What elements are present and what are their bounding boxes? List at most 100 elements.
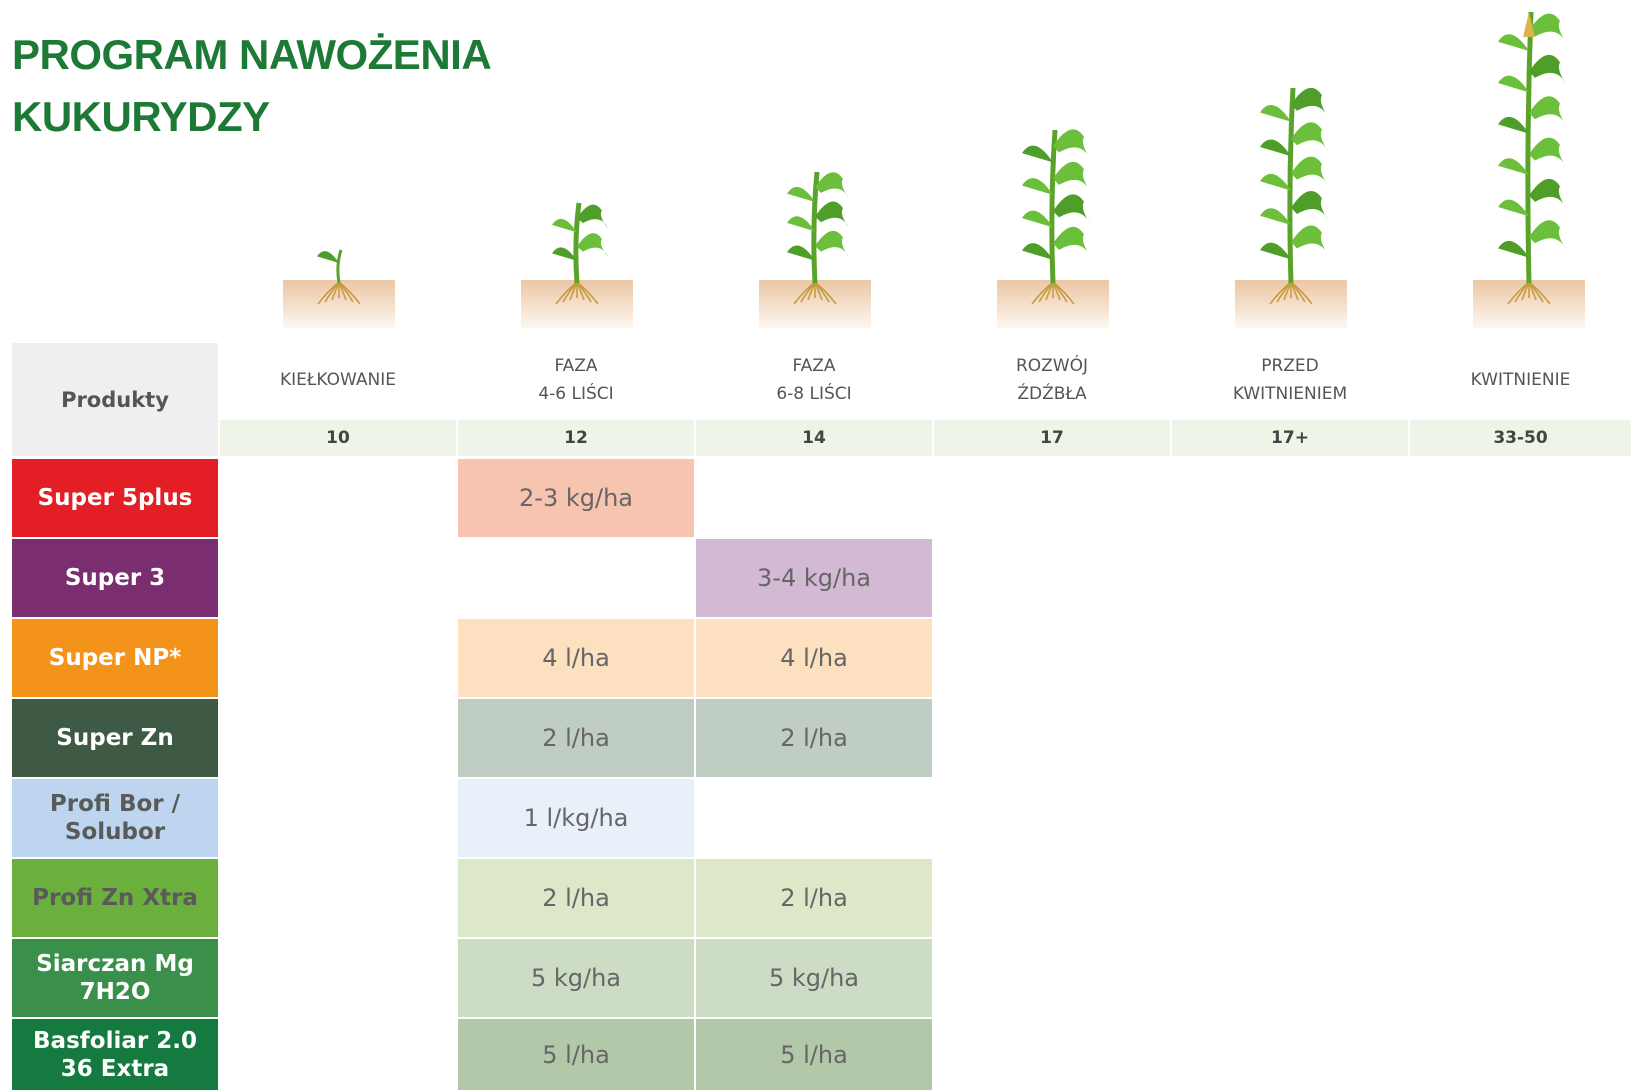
text-line: Basfoliar 2.0 [33,1027,197,1055]
leaf [1291,122,1328,151]
text-line: PRZED [1261,352,1319,380]
leaf [1498,158,1529,175]
text-line: 4-6 LIŚCI [538,380,613,408]
product-name: Profi Bor /Solubor [12,779,218,857]
dose-cell: 4 l/ha [458,619,694,697]
text-line: 2 l/ha [542,884,610,912]
stem [576,203,579,283]
stage-header: PRZEDKWITNIENIEM [1172,343,1408,417]
text-line: ŹDŹBŁA [1017,380,1086,408]
leaf [787,187,815,202]
leaf [577,205,608,229]
leaf [1053,227,1090,256]
leaf [815,172,849,198]
dose-cell: 2 l/ha [696,859,932,937]
text-line: 5 l/ha [542,1041,610,1069]
leaf [1498,117,1529,134]
text-line: Solubor [65,818,165,846]
text-line: Super NP* [49,644,182,672]
plant-illustrations [0,0,1631,340]
text-line: 6-8 LIŚCI [776,380,851,408]
text-line: 17 [1040,428,1064,448]
leaf [1529,14,1566,43]
dose-cell: 2-3 kg/ha [458,459,694,537]
text-line: FAZA [554,352,597,380]
text-line: 2 l/ha [780,724,848,752]
leaf [1053,129,1090,158]
text-line: Profi Bor / [50,790,180,818]
leaf [577,233,608,257]
text-line: 5 kg/ha [769,964,859,992]
text-line: Siarczan Mg [36,950,194,978]
text-line: ROZWÓJ [1016,352,1088,380]
leaf [1291,157,1328,186]
product-name: Super 5plus [12,459,218,537]
text-line: Produkty [61,388,169,412]
leaf [815,231,849,257]
text-line: FAZA [792,352,835,380]
text-line: KWITNIENIEM [1233,380,1347,408]
leaf [1022,243,1053,260]
leaf [1022,211,1053,228]
leaf [787,246,815,261]
product-name: Profi Zn Xtra [12,859,218,937]
leaf [1529,220,1566,249]
stage-leaves: 12 [458,420,694,456]
product-name: Super NP* [12,619,218,697]
leaf [1291,225,1328,254]
leaf [317,251,339,263]
text-line: Profi Zn Xtra [32,884,198,912]
dose-cell: 5 l/ha [696,1019,932,1090]
stage-leaves: 17+ [1172,420,1408,456]
stage-leaves: 33-50 [1410,420,1631,456]
text-line: 3-4 kg/ha [757,564,871,592]
text-line: 4 l/ha [780,644,848,672]
stage-leaves: 17 [934,420,1170,456]
dose-cell: 1 l/kg/ha [458,779,694,857]
text-line: 2 l/ha [542,724,610,752]
dose-cell: 3-4 kg/ha [696,539,932,617]
text-line: 2 l/ha [780,884,848,912]
leaf [552,247,577,261]
stage-leaves: 14 [696,420,932,456]
leaf [787,216,815,231]
leaf [1053,162,1090,191]
leaf [1260,139,1291,156]
stage-header: KIEŁKOWANIE [220,343,456,417]
stage-header: KWITNIENIE [1410,343,1631,417]
product-name: Super Zn [12,699,218,777]
text-line: Super 3 [65,564,165,592]
leaf [1053,194,1090,223]
leaf [1022,146,1053,163]
text-line: Super 5plus [38,484,193,512]
text-line: 14 [802,428,826,448]
leaf [1291,88,1328,117]
stem [1528,12,1531,283]
text-line: 10 [326,428,350,448]
dose-cell: 4 l/ha [696,619,932,697]
text-line: 12 [564,428,588,448]
leaf [1529,96,1566,125]
leaf [1498,76,1529,93]
leaf [1498,241,1529,258]
text-line: 4 l/ha [542,644,610,672]
text-line: 5 l/ha [780,1041,848,1069]
leaf [1260,243,1291,260]
product-name: Super 3 [12,539,218,617]
text-line: 17+ [1271,428,1309,448]
leaf [1529,179,1566,208]
stem [1052,130,1055,283]
dose-cell: 5 l/ha [458,1019,694,1090]
text-line: 5 kg/ha [531,964,621,992]
text-line: KIEŁKOWANIE [280,366,396,394]
dose-cell: 2 l/ha [458,859,694,937]
dose-cell: 5 kg/ha [696,939,932,1017]
leaf [1291,191,1328,220]
leaf [1022,178,1053,195]
leaf [1529,138,1566,167]
